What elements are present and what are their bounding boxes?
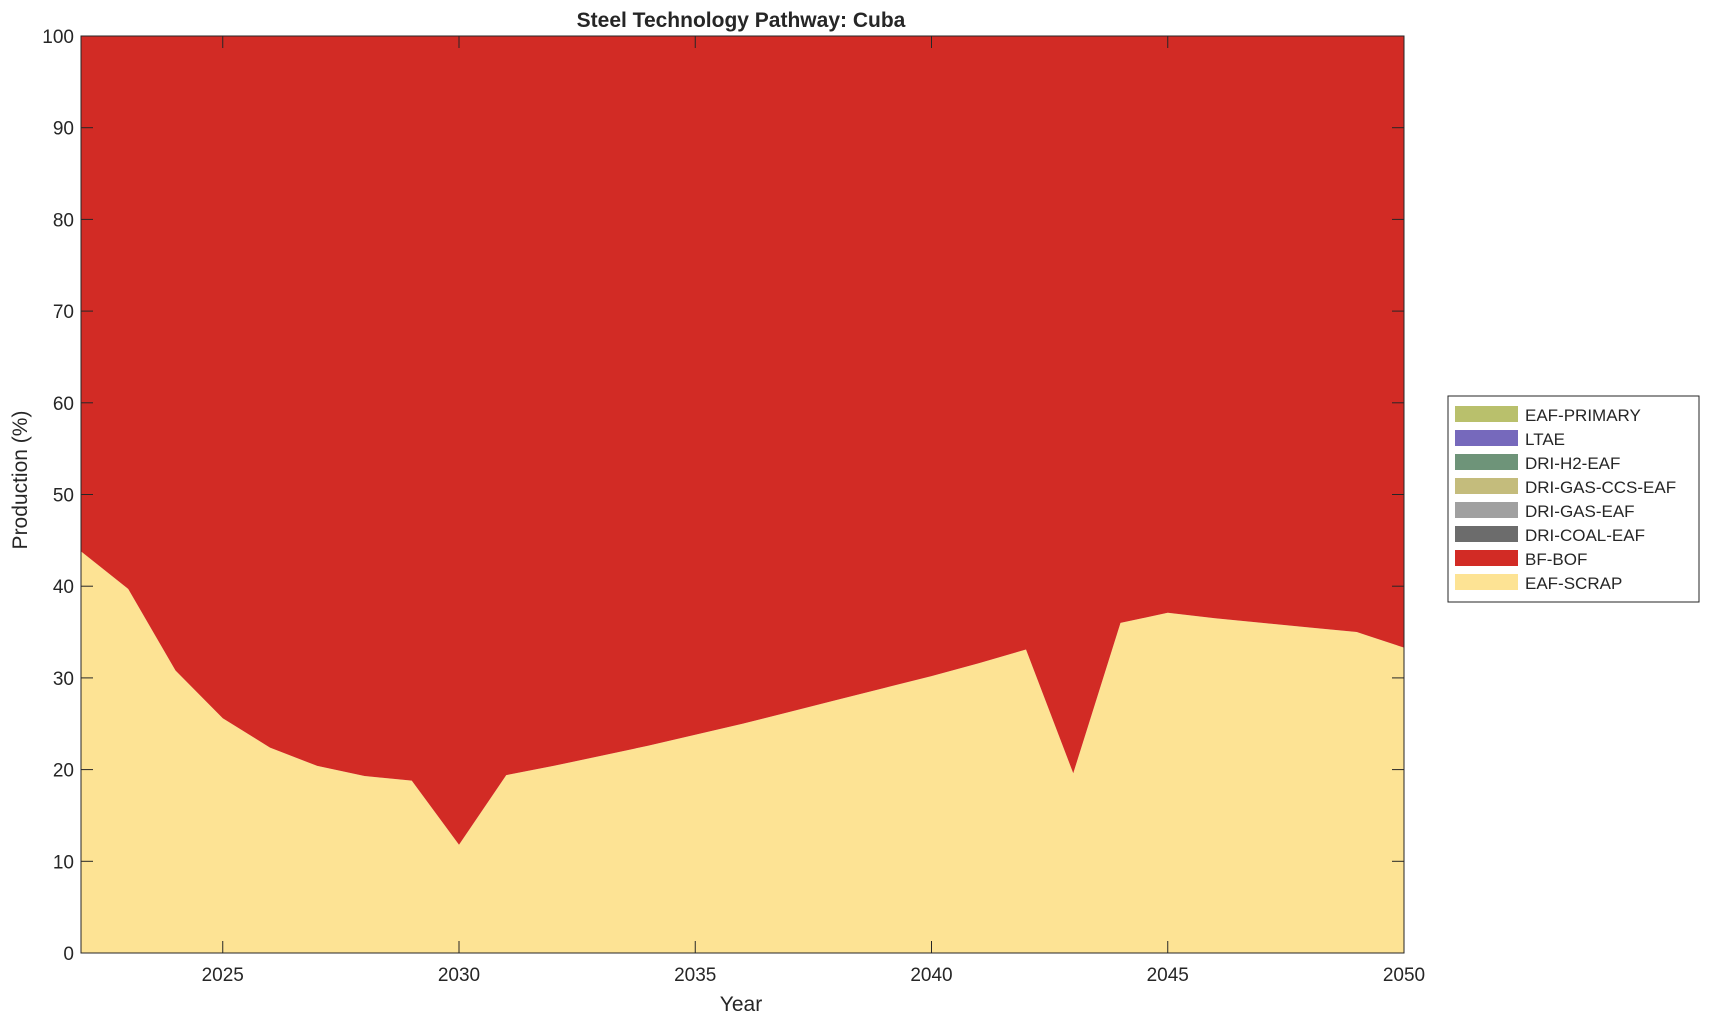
chart-title: Steel Technology Pathway: Cuba — [577, 9, 906, 32]
y-tick-label: 0 — [63, 944, 74, 965]
y-tick-label: 90 — [53, 119, 74, 140]
legend-swatch — [1455, 454, 1518, 470]
y-tick-label: 80 — [53, 210, 74, 231]
y-tick-label: 70 — [53, 302, 74, 323]
legend-label: DRI-H2-EAF — [1525, 454, 1620, 473]
legend-label: EAF-SCRAP — [1525, 574, 1622, 593]
legend-box — [1447, 395, 1700, 603]
y-tick-label: 50 — [53, 486, 74, 507]
x-tick-label: 2040 — [910, 965, 952, 986]
legend-label: DRI-GAS-EAF — [1525, 502, 1635, 521]
y-tick-label: 10 — [53, 852, 74, 873]
legend-label: DRI-COAL-EAF — [1525, 526, 1645, 545]
area-bf-bof — [81, 36, 1404, 845]
area-eaf-scrap — [81, 551, 1404, 953]
y-axis-label: Production (%) — [9, 411, 32, 550]
x-tick-label: 2030 — [438, 965, 480, 986]
x-tick-label: 2035 — [674, 965, 716, 986]
y-tick-label: 30 — [53, 669, 74, 690]
legend-swatch — [1455, 526, 1518, 542]
legend-label: DRI-GAS-CCS-EAF — [1525, 478, 1676, 497]
legend-swatch — [1455, 502, 1518, 518]
y-tick-label: 60 — [53, 394, 74, 415]
x-axis-label: Year — [720, 993, 762, 1016]
legend-swatch — [1455, 478, 1518, 494]
x-tick-label: 2050 — [1383, 965, 1425, 986]
legend-swatch — [1455, 574, 1518, 590]
x-tick-label: 2025 — [202, 965, 244, 986]
legend-swatch — [1455, 430, 1518, 446]
y-tick-label: 100 — [42, 27, 74, 48]
legend-label: EAF-PRIMARY — [1525, 406, 1641, 425]
legend-label: LTAE — [1525, 430, 1565, 449]
legend-swatch — [1455, 550, 1518, 566]
y-tick-label: 40 — [53, 577, 74, 598]
legend-swatch — [1455, 406, 1518, 422]
area-layer — [81, 36, 1404, 953]
x-tick-label: 2045 — [1147, 965, 1189, 986]
legend: EAF-PRIMARY LTAE DRI-H2-EAF DRI-GAS-CCS-EAF… — [1447, 395, 1700, 603]
y-tick-label: 20 — [53, 761, 74, 782]
legend-label: BF-BOF — [1525, 550, 1587, 569]
axes: 2025 2030 2035 2040 2045 20500102030405060708… — [42, 27, 1425, 986]
